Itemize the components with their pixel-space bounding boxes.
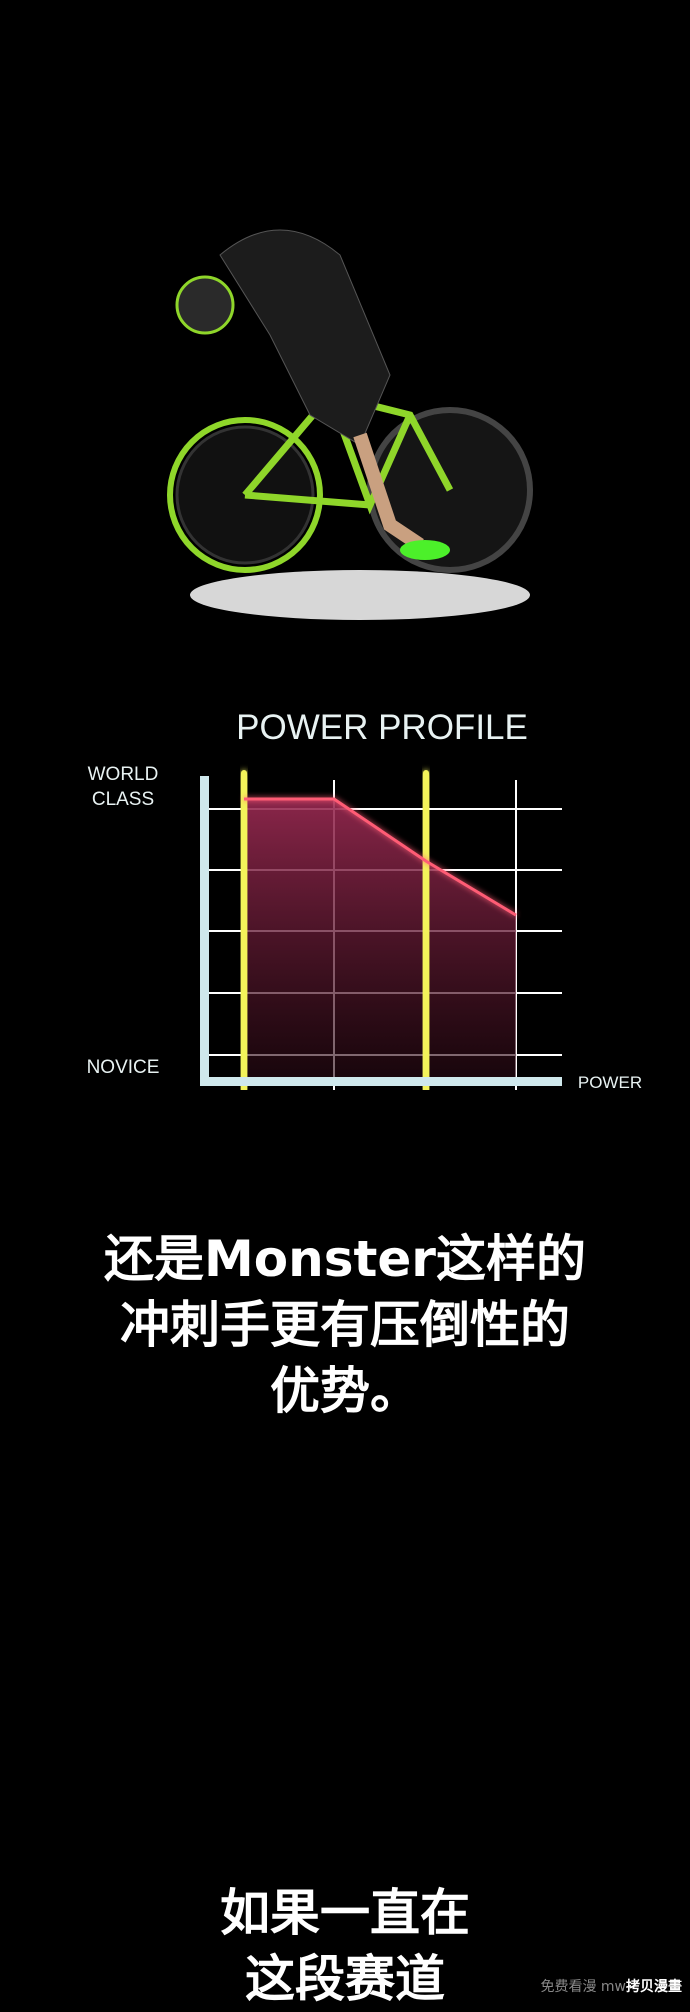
highlight-bar [423, 770, 429, 1090]
x-axis-label: POWER [578, 1073, 642, 1090]
y-label-bottom: NOVICE [87, 1057, 160, 1078]
chart-title: POWER PROFILE [236, 708, 528, 747]
watermark-site: 免费看漫 mw [540, 1979, 626, 1995]
watermark: 免费看漫 mw拷贝漫畫 [540, 1976, 682, 1996]
caption-line: 这段赛道 [245, 1950, 445, 2008]
caption-2: 如果一直在 这段赛道 [0, 1880, 690, 2012]
x-axis [200, 1077, 562, 1086]
cyclist-illustration [167, 229, 533, 620]
caption-line: 如果一直在 [220, 1884, 470, 1942]
caption-line: 优势。 [270, 1362, 420, 1420]
caption-line: 还是Monster这样的 [104, 1230, 586, 1288]
caption-1: 还是Monster这样的 冲刺手更有压倒性的 优势。 [0, 1226, 690, 1424]
power-line [244, 797, 517, 917]
y-axis [200, 776, 209, 1084]
area-fill [244, 799, 516, 1077]
power-profile-chart: POWER PROFILE WORLD CLASS NOVICE POWER 5… [87, 708, 642, 1090]
highlight-bar [241, 770, 247, 1090]
caption-line: 冲刺手更有压倒性的 [120, 1296, 570, 1354]
y-label-top-1: WORLD [88, 764, 159, 785]
y-label-top-2: CLASS [92, 789, 154, 810]
watermark-brand: 拷贝漫畫 [626, 1979, 682, 1995]
